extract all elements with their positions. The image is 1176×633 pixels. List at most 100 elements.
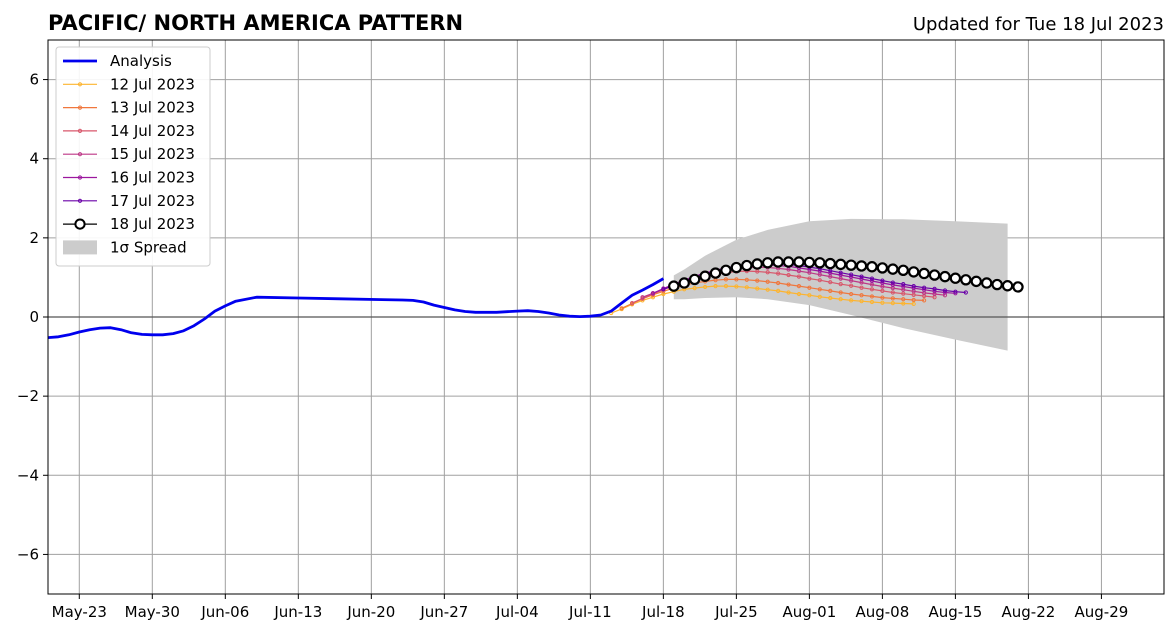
analysis-line [48, 277, 665, 340]
x-tick-label: Aug-22 [1002, 603, 1056, 621]
forecast-point [960, 274, 972, 286]
forecast-point [939, 270, 951, 283]
forecast-point [970, 275, 982, 288]
forecast-point [880, 300, 885, 305]
forecast-point [734, 277, 739, 282]
forecast-point [828, 295, 833, 301]
forecast-point [817, 268, 822, 274]
x-tick-label: Jun-13 [273, 603, 322, 621]
legend-series-marker [77, 152, 83, 157]
forecast-point [782, 256, 795, 268]
x-tick-label: Aug-01 [782, 603, 836, 621]
forecast-point [678, 277, 690, 289]
forecast-point [828, 270, 833, 276]
forecast-point [849, 283, 854, 288]
forecast-point [869, 276, 875, 281]
forecast-point [765, 270, 770, 275]
forecast-point [866, 261, 878, 273]
forecast-point [849, 298, 854, 303]
forecast-point [855, 260, 868, 272]
forecast-point [755, 269, 760, 274]
forecast-point [713, 284, 718, 289]
series-layer [48, 256, 1024, 340]
forecast-point [751, 258, 763, 270]
forecast-point [922, 285, 927, 290]
forecast-point [793, 256, 805, 268]
legend-label: 1σ Spread [110, 238, 187, 256]
y-tick-label: −4 [17, 466, 39, 484]
forecast-point [928, 269, 941, 281]
x-tick-label: Jun-27 [419, 603, 468, 621]
forecast-point [668, 280, 680, 292]
forecast-point [901, 291, 906, 296]
forecast-point [849, 274, 854, 280]
forecast-point [845, 259, 857, 271]
forecast-point [849, 272, 854, 277]
legend-series-marker [77, 105, 83, 110]
forecast-point [807, 293, 812, 298]
forecast-point [880, 280, 885, 286]
forecast-point [817, 278, 822, 283]
forecast-point [963, 290, 968, 295]
forecast-point [755, 278, 760, 283]
forecast-point [911, 297, 916, 303]
legend-label: 14 Jul 2023 [110, 122, 195, 140]
forecast-point [723, 284, 729, 289]
forecast-point [730, 261, 743, 274]
forecast-point [741, 259, 753, 272]
forecast-point [890, 296, 895, 301]
forecast-point [859, 285, 864, 290]
x-tick-label: Jun-20 [346, 603, 395, 621]
forecast-point [949, 272, 962, 284]
legend-label: 15 Jul 2023 [110, 145, 195, 163]
y-tick-label: 0 [29, 308, 39, 326]
forecast-point [880, 295, 885, 300]
forecast-point [786, 272, 791, 278]
axes-frame [43, 39, 1165, 599]
forecast-point [661, 287, 666, 292]
tick-labels: May-23 May-30 Jun-06 Jun-13 Jun-20 Jun-27 Jul-… [17, 71, 1128, 621]
forecast-point [907, 266, 920, 278]
x-tick-label: Jun-06 [200, 603, 249, 621]
forecast-point [859, 274, 864, 279]
forecast-point [1012, 281, 1024, 293]
forecast-point [786, 282, 791, 287]
forecast-point [838, 270, 843, 275]
forecast-point [859, 293, 864, 298]
forecast-point [807, 276, 812, 281]
forecast-point [890, 290, 895, 295]
legend-label: 18 Jul 2023 [110, 215, 195, 233]
forecast-point [786, 290, 791, 295]
forecast-point [702, 284, 708, 290]
legend: Analysis 12 Jul 2023 13 Jul 2023 14 Jul 202… [55, 46, 211, 267]
forecast-point [890, 282, 895, 288]
forecast-point [932, 289, 937, 294]
forecast-point [869, 294, 875, 299]
forecast-point [765, 279, 770, 284]
legend-box [55, 46, 211, 267]
forecast-point [859, 276, 864, 282]
forecast-point [890, 280, 895, 285]
x-tick-label: Jul-18 [641, 603, 685, 621]
forecast-point [838, 282, 843, 287]
x-tick-label: Aug-08 [855, 603, 909, 621]
forecast-point [911, 284, 916, 289]
forecast-point [734, 284, 739, 289]
forecast-point [814, 257, 826, 269]
forecast-point [761, 257, 774, 269]
forecast-point [817, 287, 822, 292]
x-tick-label: Jul-25 [714, 603, 758, 621]
legend-label: Analysis [110, 52, 172, 70]
forecast-point [911, 301, 916, 307]
forecast-point [765, 287, 770, 292]
legend-series-marker [77, 198, 83, 203]
forecast-point [688, 273, 701, 286]
forecast-point [901, 301, 906, 306]
forecast-point [849, 291, 854, 297]
forecast-point [807, 285, 812, 290]
forecast-point [838, 290, 843, 295]
forecast-point [859, 299, 864, 304]
updated-date: Updated for Tue 18 Jul 2023 [913, 14, 1164, 35]
forecast-point [755, 286, 760, 291]
forecast-point [918, 267, 930, 280]
